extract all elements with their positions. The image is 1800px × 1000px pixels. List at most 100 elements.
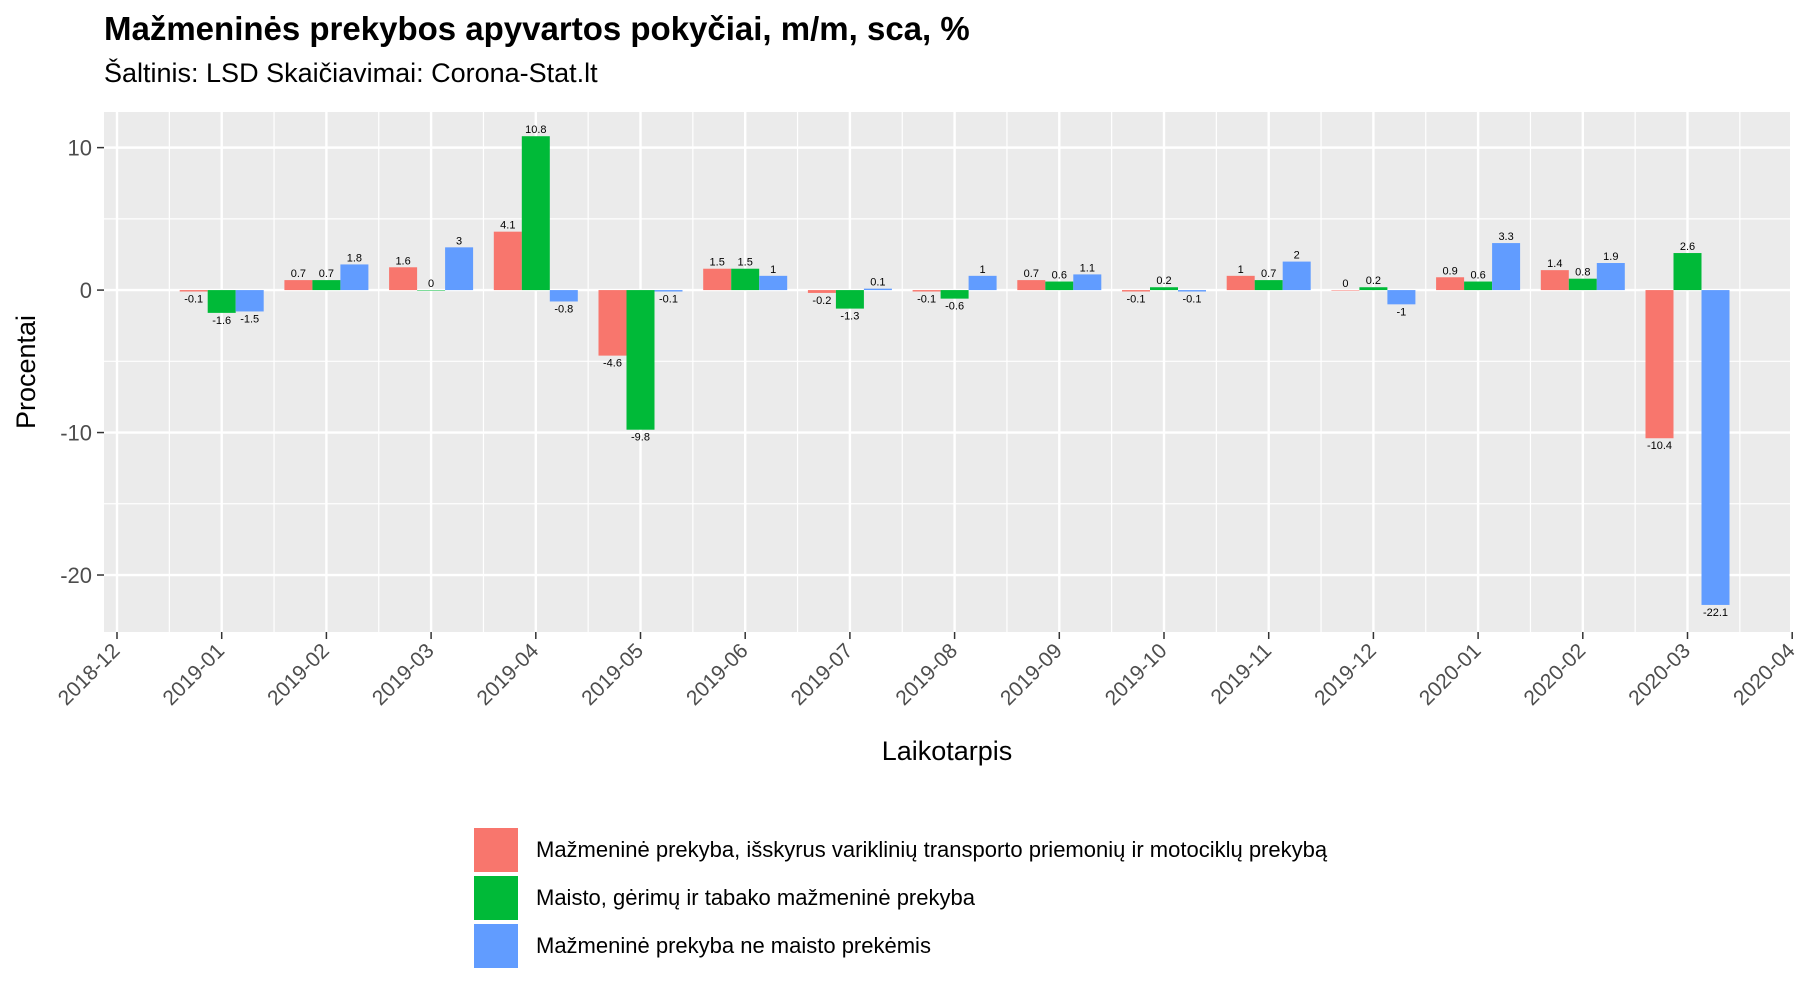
bar-value-label: 1.5 [710,257,725,269]
bar [654,290,683,292]
bar [731,268,760,291]
bar [1596,263,1625,291]
x-tick-label: 2020-02 [1520,639,1591,710]
bar-value-label: 3 [456,235,462,247]
x-tick-label: 2019-10 [1101,639,1172,710]
bar [1282,261,1311,291]
bar-value-label: 1.9 [1603,251,1618,263]
bar [1254,280,1283,291]
x-tick-label: 2018-12 [54,639,125,710]
bar [1436,277,1465,291]
bar [340,264,369,291]
x-axis-title: Laikotarpis [882,736,1013,766]
plot-panel [104,112,1790,632]
bar-value-label: 1 [980,264,986,276]
bar [207,290,236,313]
bar-value-label: -0.1 [1183,294,1202,306]
bar-value-label: -1.3 [840,311,859,323]
bar [389,267,418,291]
bar-value-label: 10.8 [525,124,546,136]
bar [807,290,836,293]
x-tick-label: 2019-05 [577,639,648,710]
bar [703,268,732,291]
x-tick-label: 2019-04 [473,639,544,710]
bar [1226,275,1255,291]
bar-value-label: 0.7 [291,268,306,280]
bar-value-label: -0.1 [659,294,678,306]
bar-value-label: 1 [1238,264,1244,276]
bar-value-label: 0.7 [319,268,334,280]
legend-key-series-1 [474,828,518,872]
bar-value-label: -0.2 [812,295,831,307]
x-tick-label: 2019-07 [787,639,858,710]
bar-value-label: 0.1 [870,277,885,289]
bar-value-label: -1 [1397,306,1407,318]
bar-value-label: -0.8 [554,303,573,315]
bar-value-label: 0.2 [1156,275,1171,287]
bar-value-label: 1 [770,264,776,276]
bar-value-label: 3.3 [1498,231,1513,243]
legend-label: Maisto, gėrimų ir tabako mažmeninė preky… [536,885,975,910]
bar [1645,290,1674,439]
bar-value-label: 0 [428,278,434,290]
bar-value-label: 2.6 [1680,241,1695,253]
x-tick-label: 2019-02 [263,639,334,710]
x-tick-label: 2020-01 [1415,639,1486,710]
bar [1568,278,1597,291]
x-tick-label: 2019-03 [368,639,439,710]
bar [626,290,655,430]
bar [549,290,578,302]
bar [1122,290,1150,292]
bar [1492,243,1521,291]
bar [1017,280,1046,291]
legend-key-series-2 [474,876,518,920]
bar-value-label: -10.4 [1647,440,1672,452]
bar-value-label: 4.1 [500,220,515,232]
minor-grid [104,112,1790,632]
legend-label: Mažmeninė prekyba, išskyrus variklinių t… [536,837,1328,862]
bar-value-label: 0.9 [1442,265,1457,277]
bar [1150,287,1178,291]
x-tick-label: 2019-01 [158,639,229,710]
bar [863,288,892,291]
bar-label-layer: -0.1-1.6 -1.50.7 0.71.8 1.6034.110.8-0.8-4.… [184,124,1728,619]
bar [1359,287,1388,291]
bar [1178,290,1206,292]
bar [179,290,208,292]
x-tick-label: 2020-03 [1624,639,1695,710]
legend-label: Mažmeninė prekyba ne maisto prekėmis [536,933,931,958]
x-tick-label: 2019-09 [996,639,1067,710]
bar-layer [179,136,1730,605]
y-tick-label: 10 [68,136,92,161]
bar [312,280,341,291]
bar [1540,270,1569,291]
bar-value-label: 1.6 [395,255,410,267]
bar-value-label: -22.1 [1703,607,1728,619]
y-axis-title: Procentai [11,315,41,429]
bar-value-label: -9.8 [631,432,650,444]
bar-value-label: -1.5 [240,313,259,325]
x-axis: 2018-12 2019-01 2019-02 2019-03 2019-04 2019-… [54,632,1800,710]
bar [1387,290,1416,305]
bar-value-label: -0.6 [945,301,964,313]
chart-subtitle: Šaltinis: LSD Skaičiavimai: Corona-Stat.… [104,58,598,88]
bar [1045,281,1074,291]
bar [493,231,522,291]
bar-value-label: 0.6 [1470,270,1485,282]
bar [759,275,788,291]
bar [598,290,627,356]
bar-value-label: 0.7 [1024,268,1039,280]
bar [445,247,474,291]
x-tick-label: 2019-11 [1207,639,1277,709]
x-tick-label: 2019-12 [1310,639,1381,710]
bar [1701,290,1730,605]
bar [940,290,969,299]
bar-value-label: 1.8 [347,252,362,264]
bar [1073,274,1102,291]
bar [968,275,997,291]
bar-value-label: -0.1 [1127,294,1146,306]
bar-value-label: 0.2 [1366,275,1381,287]
bar [521,136,550,291]
bar-value-label: 0.8 [1575,267,1590,279]
